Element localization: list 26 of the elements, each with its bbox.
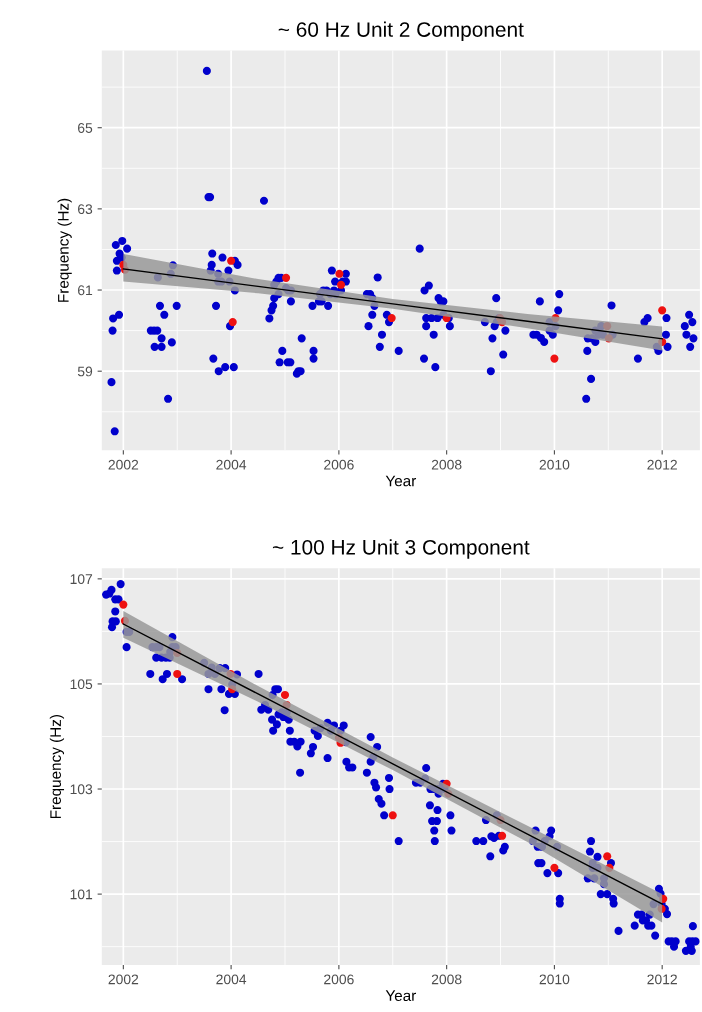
x-tick-label: 2004 (216, 974, 247, 985)
x-tick-label: 2010 (539, 459, 570, 470)
chart-title: ~ 100 Hz Unit 3 Component (272, 539, 530, 559)
x-tick-label: 2006 (324, 459, 354, 470)
x-axis-title: Year (385, 475, 417, 487)
y-tick-label: 101 (70, 889, 93, 900)
x-tick-label: 2008 (431, 974, 462, 985)
y-tick-label: 103 (70, 784, 93, 795)
x-tick-label: 2012 (647, 974, 677, 985)
x-tick-label: 2002 (108, 459, 139, 470)
y-tick-label: 63 (78, 204, 93, 215)
y-tick-label: 61 (78, 285, 93, 296)
chart-title: ~ 60 Hz Unit 2 Component (278, 21, 524, 42)
y-tick-label: 107 (70, 574, 93, 585)
y-axis-title: Frequency (Hz) (49, 715, 65, 819)
x-axis-title: Year (385, 990, 417, 1002)
x-tick-label: 2002 (108, 974, 139, 985)
x-tick-label: 2006 (324, 974, 354, 985)
y-tick-label: 59 (77, 366, 93, 377)
x-tick-label: 2012 (647, 459, 677, 470)
x-tick-label: 2010 (539, 974, 570, 985)
x-tick-label: 2008 (431, 459, 462, 470)
y-tick-label: 65 (78, 123, 93, 133)
x-tick-label: 2004 (216, 459, 247, 470)
y-axis-title: Frequency (Hz) (57, 198, 72, 302)
y-tick-label: 105 (70, 679, 93, 690)
